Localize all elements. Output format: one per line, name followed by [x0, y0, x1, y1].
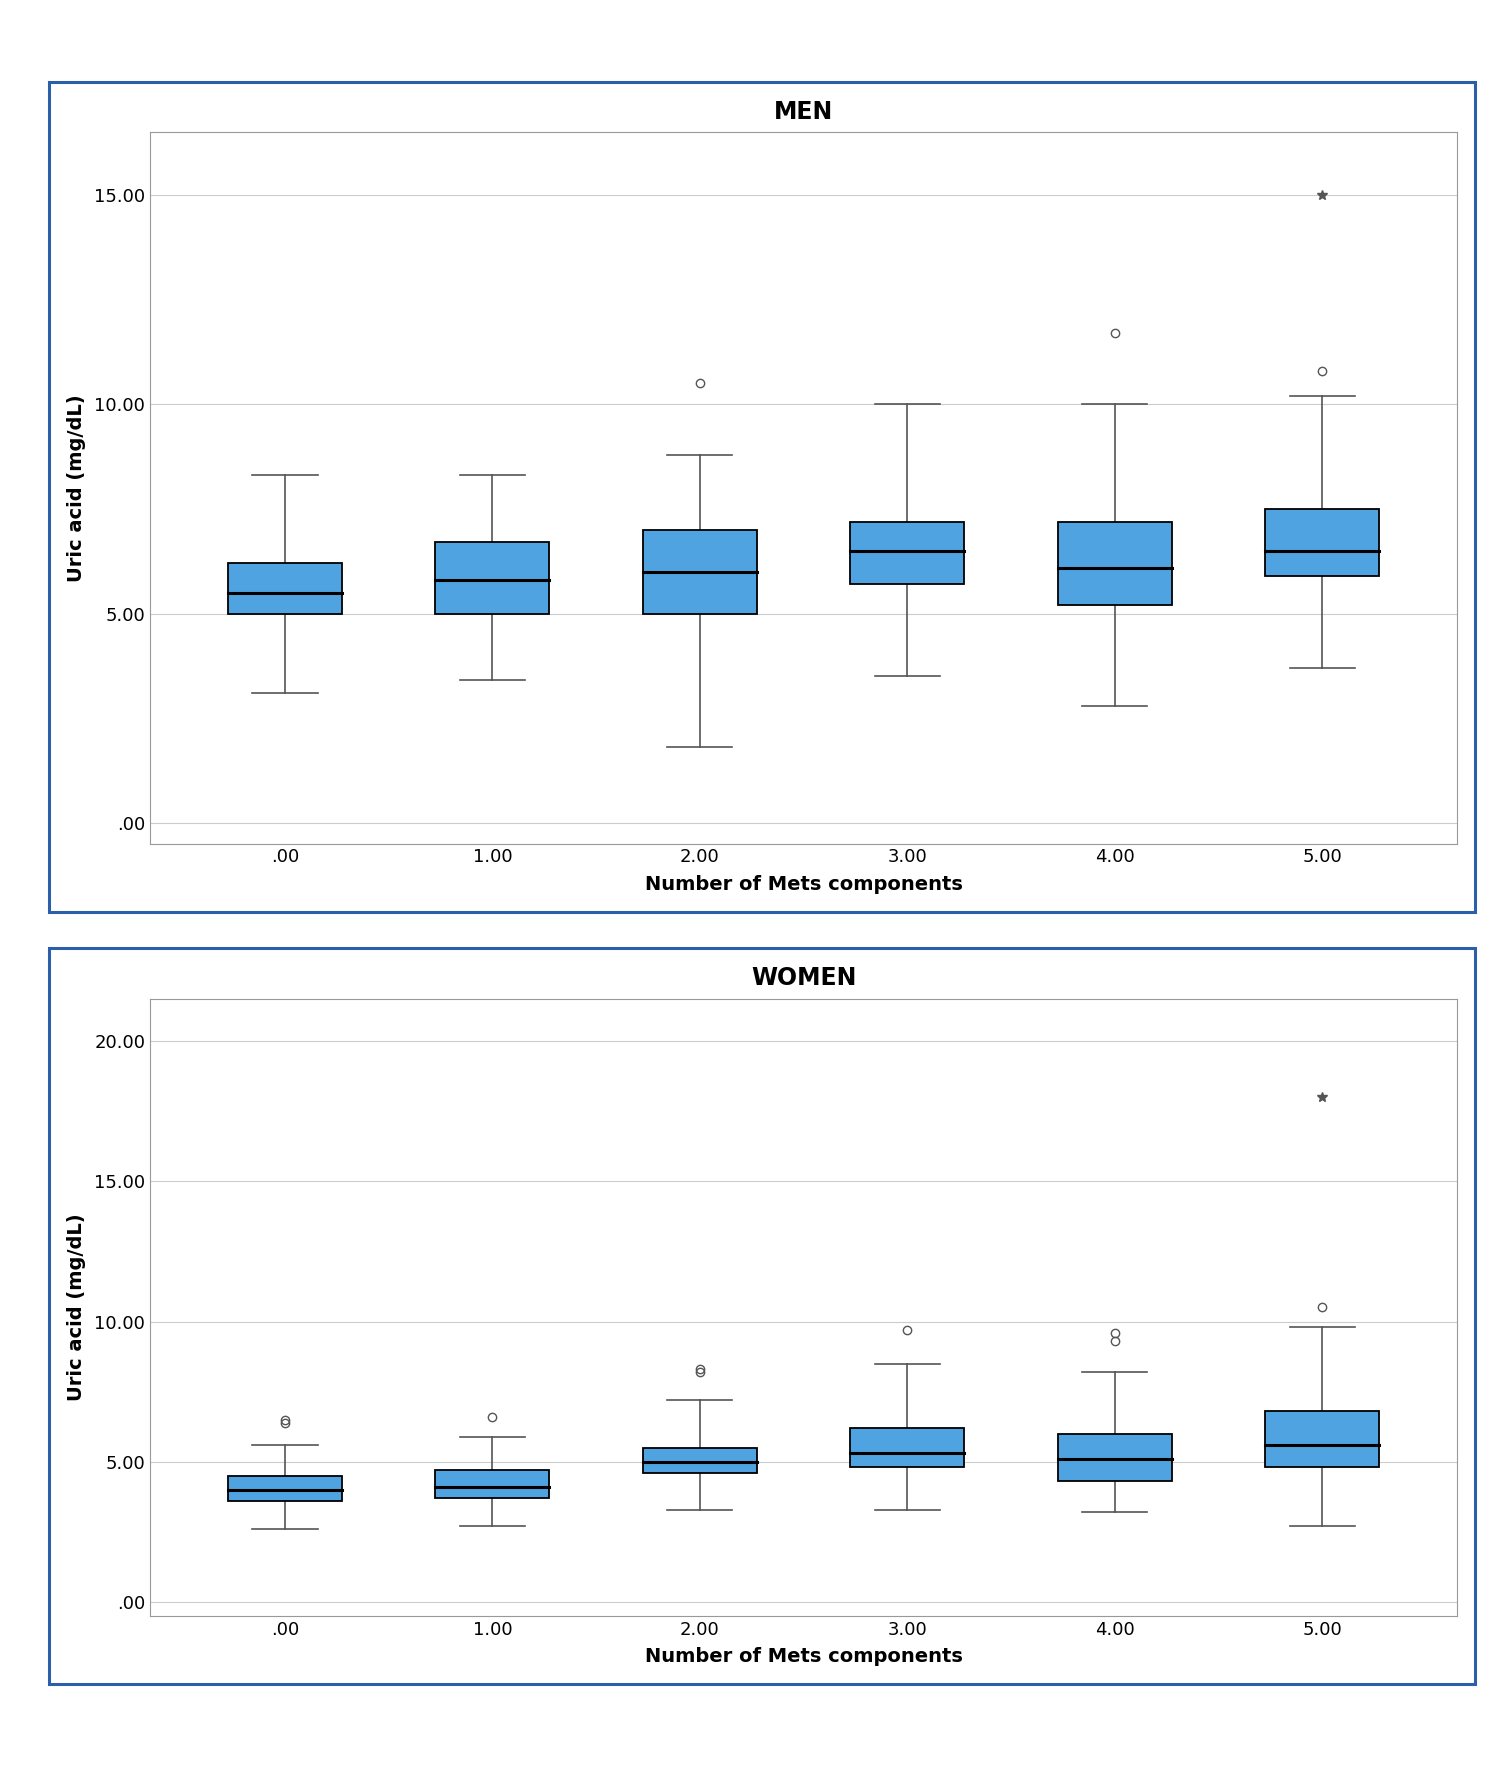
Bar	[436, 1471, 550, 1499]
Bar	[1057, 522, 1172, 606]
Bar	[850, 522, 964, 584]
Y-axis label: Uric acid (mg/dL): Uric acid (mg/dL)	[68, 1213, 86, 1401]
Y-axis label: Uric acid (mg/dL): Uric acid (mg/dL)	[68, 394, 86, 583]
Bar	[643, 529, 757, 613]
Bar	[643, 1447, 757, 1472]
X-axis label: Number of Mets components: Number of Mets components	[644, 876, 963, 893]
Bar	[228, 1476, 342, 1501]
Title: MEN: MEN	[774, 99, 834, 124]
Bar	[1057, 1433, 1172, 1481]
X-axis label: Number of Mets components: Number of Mets components	[644, 1648, 963, 1666]
Bar	[1265, 510, 1379, 575]
Bar	[1265, 1412, 1379, 1467]
Bar	[228, 563, 342, 613]
Bar	[850, 1428, 964, 1467]
Bar	[436, 542, 550, 613]
Title: WOMEN: WOMEN	[751, 966, 856, 989]
